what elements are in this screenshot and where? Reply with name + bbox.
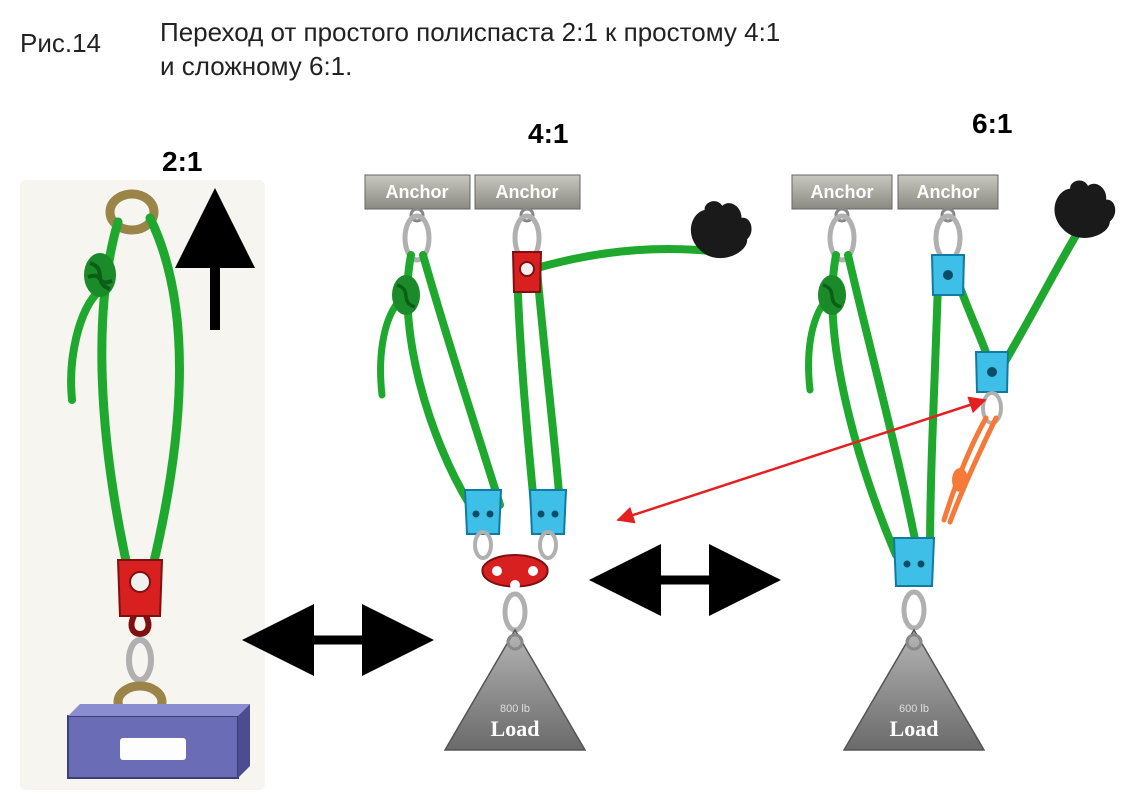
load-label: Load	[890, 716, 939, 741]
load-triangle-icon: 800 lb Load	[445, 630, 585, 750]
rope	[517, 270, 534, 505]
carabiner-icon	[936, 216, 960, 260]
prusik-knot-icon	[952, 468, 968, 492]
pulley-blue-icon	[530, 490, 566, 534]
rope	[848, 255, 918, 555]
knot-icon	[818, 275, 846, 315]
rope	[537, 249, 720, 268]
rope	[381, 300, 400, 395]
rope	[423, 255, 500, 505]
carabiner-icon	[475, 532, 491, 558]
weight-block-icon	[68, 704, 250, 778]
load-weight: 800 lb	[500, 703, 530, 715]
pulley-blue-icon	[932, 255, 964, 295]
pulley-blue-icon	[976, 352, 1008, 392]
pulley-blue-icon	[894, 538, 934, 586]
load-weight: 600 lb	[899, 703, 929, 715]
anchor-label: Anchor	[917, 182, 980, 202]
rigging-plate-icon	[482, 555, 547, 590]
rope	[537, 270, 560, 505]
anchor-label: Anchor	[496, 182, 559, 202]
pulley-red-icon	[513, 252, 541, 292]
rope	[809, 300, 826, 390]
knot-icon	[84, 253, 116, 297]
prusik-rope	[944, 418, 986, 520]
system-6to1: Anchor Anchor	[792, 173, 1121, 750]
glove-icon	[1048, 173, 1121, 245]
knot-icon	[392, 275, 420, 315]
carabiner-icon	[540, 532, 556, 558]
load-triangle-icon: 600 lb Load	[844, 630, 984, 750]
rope	[1000, 232, 1078, 370]
load-label: Load	[491, 716, 540, 741]
anchor-label: Anchor	[386, 182, 449, 202]
diagram-canvas: Anchor Anchor	[0, 0, 1124, 804]
carabiner-icon	[505, 594, 525, 630]
carabiner-icon	[904, 592, 924, 628]
glove-icon	[683, 191, 759, 266]
pulley-blue-icon	[465, 490, 501, 534]
system-4to1: Anchor Anchor	[365, 175, 759, 750]
anchor-label: Anchor	[811, 182, 874, 202]
system-2to1	[20, 180, 265, 790]
